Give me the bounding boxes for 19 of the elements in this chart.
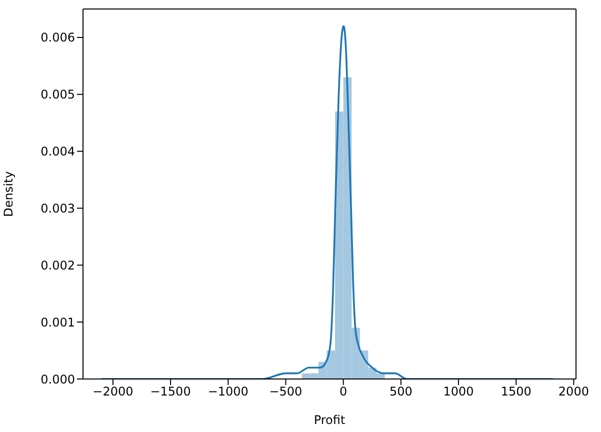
x-tick-label: 0 <box>340 384 348 399</box>
x-tick-label: 2000 <box>558 384 589 399</box>
line-series <box>100 25 554 379</box>
x-tick-label: −1500 <box>150 384 191 399</box>
y-tick-label: 0.005 <box>40 88 75 102</box>
y-tick-label: 0.002 <box>40 258 75 272</box>
y-tick-label: 0.000 <box>40 372 75 386</box>
x-tick-label: 1500 <box>500 384 532 399</box>
y-tick-label: 0.006 <box>40 30 75 45</box>
x-tick-label: −1000 <box>208 384 248 399</box>
y-axis-title: Density <box>1 171 16 217</box>
x-tick-label: 1000 <box>443 384 474 399</box>
x-axis-title: Profit <box>314 413 346 427</box>
y-tick-label: 0.004 <box>40 144 75 159</box>
x-tick-label: −2000 <box>92 384 134 399</box>
x-tick-label: −500 <box>269 384 302 399</box>
x-tick-label: 500 <box>389 384 412 399</box>
y-tick-label: 0.003 <box>40 201 75 216</box>
y-tick-label: 0.001 <box>40 315 75 330</box>
